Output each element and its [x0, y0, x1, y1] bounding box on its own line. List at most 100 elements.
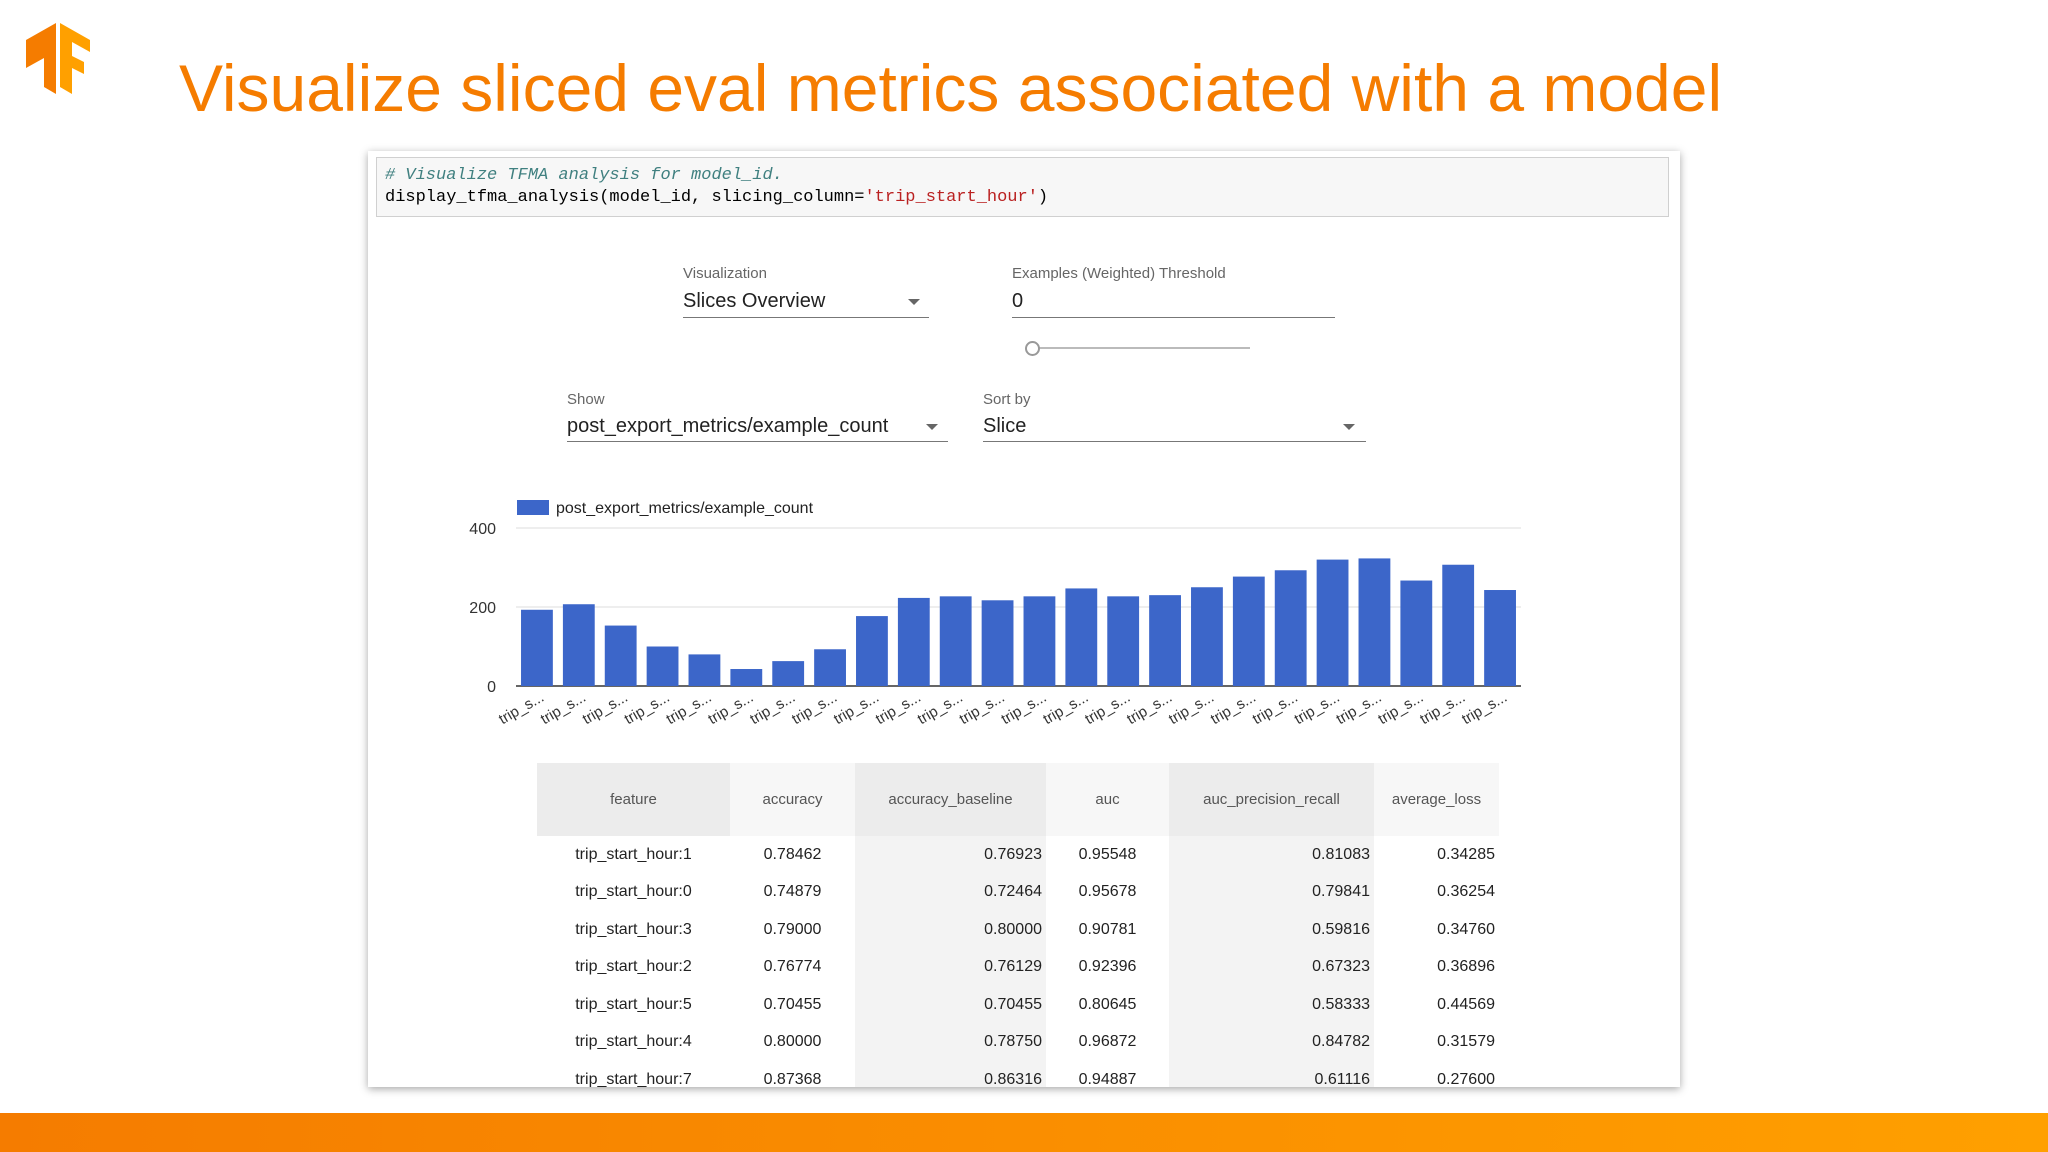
table-cell: 0.36896	[1374, 948, 1499, 986]
x-tick-label: trip_s...	[580, 689, 631, 728]
slider-thumb[interactable]	[1025, 341, 1040, 356]
bar	[897, 597, 930, 686]
slide-title: Visualize sliced eval metrics associated…	[179, 51, 1723, 125]
x-tick-label: trip_s...	[1040, 689, 1091, 728]
bar	[1107, 596, 1140, 686]
x-tick-label: trip_s...	[1124, 689, 1175, 728]
bar	[856, 616, 888, 686]
table-cell: trip_start_hour:5	[537, 986, 730, 1024]
table-cell: trip_start_hour:7	[537, 1061, 730, 1087]
dropdown-caret[interactable]	[926, 424, 938, 430]
underline	[567, 441, 948, 442]
bar	[1149, 595, 1181, 686]
table-cell: 0.74879	[730, 873, 855, 911]
table-cell: 0.58333	[1169, 986, 1374, 1024]
table-cell: 0.80000	[855, 911, 1046, 949]
table-cell: 0.79841	[1169, 873, 1374, 911]
table-cell: trip_start_hour:0	[537, 873, 730, 911]
table-cell: 0.59816	[1169, 911, 1374, 949]
table-cell: trip_start_hour:4	[537, 1023, 730, 1061]
table-cell: 0.36254	[1374, 873, 1499, 911]
table-cell: 0.81083	[1169, 836, 1374, 874]
bar	[562, 604, 595, 686]
bar	[1191, 587, 1223, 686]
x-tick-label: trip_s...	[873, 689, 924, 728]
column-header: average_loss	[1374, 763, 1499, 836]
control-label: Show	[567, 391, 605, 408]
control-label: Visualization	[683, 265, 767, 282]
input-value[interactable]: 0	[1012, 290, 1024, 312]
x-tick-label: trip_s...	[998, 689, 1049, 728]
dropdown-caret[interactable]	[908, 299, 920, 305]
legend-swatch	[517, 500, 549, 515]
x-tick-label: trip_s...	[747, 689, 798, 728]
dropdown-value[interactable]: Slices Overview	[683, 290, 826, 312]
table-cell: 0.79000	[730, 911, 855, 949]
table-cell: 0.96872	[1046, 1023, 1169, 1061]
bar	[1065, 588, 1098, 686]
underline	[983, 441, 1366, 442]
code-line: display_tfma_analysis(model_id, slicing_…	[385, 188, 1048, 207]
column-header: auc_precision_recall	[1169, 763, 1374, 836]
slider-track[interactable]	[1032, 347, 1250, 349]
table-cell: 0.95678	[1046, 873, 1169, 911]
bar	[772, 661, 805, 686]
table-cell: 0.27600	[1374, 1061, 1499, 1087]
y-tick-label: 400	[469, 521, 496, 538]
control-label: Examples (Weighted) Threshold	[1012, 265, 1226, 282]
dropdown-value[interactable]: Slice	[983, 415, 1027, 437]
table-cell: 0.72464	[855, 873, 1046, 911]
x-tick-label: trip_s...	[789, 689, 840, 728]
x-tick-label: trip_s...	[621, 689, 672, 728]
column-header: auc	[1046, 763, 1169, 836]
table-cell: 0.78462	[730, 836, 855, 874]
table-cell: 0.94887	[1046, 1061, 1169, 1087]
x-tick-label: trip_s...	[538, 689, 589, 728]
footer-bar	[0, 1113, 2048, 1152]
bar	[1400, 580, 1433, 686]
bar	[1358, 558, 1391, 686]
code-string: 'trip_start_hour'	[864, 188, 1038, 207]
bar	[730, 669, 763, 686]
table-cell: 0.76923	[855, 836, 1046, 874]
table-cell: 0.34760	[1374, 911, 1499, 949]
table-cell: 0.44569	[1374, 986, 1499, 1024]
code-cell: # Visualize TFMA analysis for model_id. …	[376, 157, 1669, 217]
x-tick-label: trip_s...	[956, 689, 1007, 728]
bar	[1023, 596, 1056, 686]
x-tick-label: trip_s...	[1375, 689, 1426, 728]
table-cell: 0.84782	[1169, 1023, 1374, 1061]
x-tick-label: trip_s...	[1333, 689, 1384, 728]
dropdown-caret[interactable]	[1343, 424, 1355, 430]
x-tick-label: trip_s...	[1082, 689, 1133, 728]
dropdown-value[interactable]: post_export_metrics/example_count	[567, 415, 889, 437]
metrics-table: feature accuracy accuracy_baseline auc auc_p…	[537, 763, 1499, 1087]
logo	[26, 23, 90, 94]
table-cell: 0.34285	[1374, 836, 1499, 874]
bar-chart: 0 200 400 post_export_metrics/example_count…	[469, 500, 1521, 728]
bar	[646, 646, 679, 686]
table-cell: 0.78750	[855, 1023, 1046, 1061]
y-tick-label: 0	[487, 679, 496, 696]
table-cell: 0.80000	[730, 1023, 855, 1061]
bar	[1484, 590, 1516, 686]
table-cell: 0.80645	[1046, 986, 1169, 1024]
bar	[521, 609, 553, 686]
table-cell: 0.86316	[855, 1061, 1046, 1087]
bar	[814, 649, 846, 686]
table-cell: trip_start_hour:2	[537, 948, 730, 986]
table-cell: 0.76774	[730, 948, 855, 986]
table-cell: 0.67323	[1169, 948, 1374, 986]
x-tick-label: trip_s...	[1208, 689, 1259, 728]
bar	[939, 596, 972, 686]
column-header: feature	[537, 763, 730, 836]
code-text: display_tfma_analysis(model_id, slicing_…	[385, 188, 865, 207]
x-tick-label: trip_s...	[1291, 689, 1342, 728]
bar	[1232, 576, 1265, 686]
underline	[683, 317, 929, 318]
bar	[1316, 559, 1349, 686]
x-tick-label: trip_s...	[663, 689, 714, 728]
table-cell: 0.61116	[1169, 1061, 1374, 1087]
table-cell: 0.70455	[855, 986, 1046, 1024]
